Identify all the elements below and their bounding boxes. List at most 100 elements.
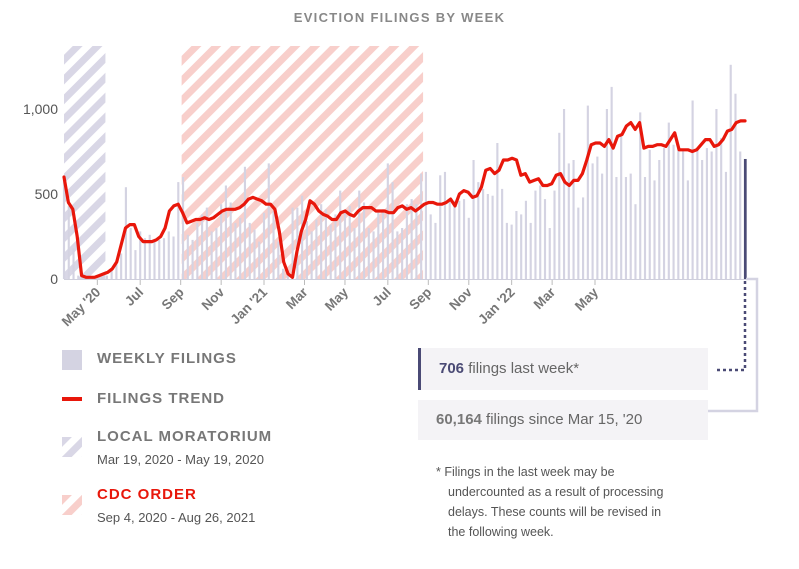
trend-swatch [62,397,82,401]
trend-line [62,119,747,279]
bar [634,204,637,279]
bar [110,268,113,279]
since-connector [708,277,759,413]
bar [281,268,285,279]
bar [62,177,66,279]
bar [262,212,266,279]
bar [548,228,551,279]
bar [729,64,732,279]
bar [301,195,304,279]
bar [701,160,704,279]
y-tick-label: 500 [35,186,59,202]
since-card: 60,164 filings since Mar 15, '20 [418,400,708,440]
x-tick-label: Jul [370,285,394,309]
legend-weekly-label: WEEKLY FILINGS [97,350,237,367]
bar [462,199,466,279]
bar [115,262,118,279]
bar [543,199,547,279]
bar [472,160,475,279]
footnote-line-1: * Filings in the last week may be [436,465,615,479]
bar [277,241,280,279]
last-week-card: 706 filings last week* [418,348,708,390]
bar [377,212,380,279]
bar [515,211,518,279]
bar [67,205,70,279]
bar [653,180,656,279]
bar [139,231,142,279]
x-tick-label: Nov [199,284,228,313]
bar [362,202,366,279]
legend-local-label: LOCAL MORATORIUM [97,428,273,445]
bar [443,171,447,279]
bar [324,209,327,279]
bar [353,228,356,279]
bar [124,187,127,279]
bar [272,211,275,279]
bar [629,173,632,279]
bar [158,239,161,279]
x-tick-label: Sep [159,285,187,313]
bar [229,202,232,279]
bar [501,188,504,279]
footnote-line-3: delays. These counts will be revised in [448,505,662,519]
x-tick-label: Nov [446,284,475,313]
bar [291,207,294,279]
bar [248,222,251,279]
bar [682,149,685,279]
bar [348,205,351,279]
bar [415,204,418,279]
bar [605,109,608,279]
bar [401,228,404,279]
bar [81,277,85,279]
x-axis: May '20 Jul Sep Nov Jan '21 Mar May Jul Sep Nov Ja… [59,279,746,330]
bar [448,199,451,279]
bar [339,190,342,279]
bar [148,234,151,279]
bar [720,137,723,279]
bar [572,160,575,279]
last-week-bar [743,158,747,279]
since-value: 60,164 [436,411,482,428]
bar [677,146,680,279]
bar [562,109,566,279]
bar [491,195,494,279]
bar [396,231,399,279]
bar [534,190,537,279]
bar [496,143,499,279]
bar [586,105,589,279]
bar [243,166,247,279]
x-tick-label: May '20 [59,285,104,330]
bar [710,151,713,279]
bar [477,182,480,279]
bar [696,149,699,279]
bar [367,228,370,279]
bar [372,231,375,279]
bar [434,222,437,279]
bar [181,177,185,279]
bar [205,207,208,279]
bar [305,221,308,279]
y-tick-label: 1,000 [23,101,58,117]
x-tick-label: Jan '21 [228,284,271,327]
bar [624,177,628,279]
weekly-bars [62,64,747,280]
bar [458,200,461,279]
bar [410,199,413,279]
bar [253,229,256,279]
cdc-swatch [62,495,82,515]
bar [358,190,361,279]
bar [101,277,104,279]
bar [391,182,394,279]
bar [705,148,708,279]
bar [486,194,489,279]
legend-cdc-label: CDC ORDER [97,486,197,503]
bar [429,214,432,279]
x-tick-label: Jul [122,285,146,309]
bar [724,171,728,279]
card-connectors [708,277,759,413]
last-week-text: filings last week* [464,360,580,377]
bar [196,222,199,279]
bar [234,222,237,279]
bar [662,148,666,279]
bar [267,163,270,279]
